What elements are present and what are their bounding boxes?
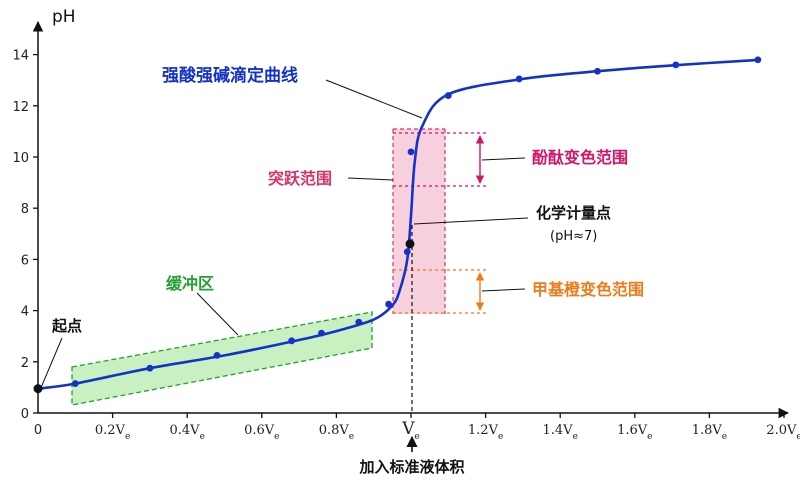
methyl-orange-label: 甲基橙变色范围 — [532, 280, 644, 299]
data-point — [407, 148, 415, 156]
data-point — [71, 380, 79, 387]
curve-title-label: 强酸强碱滴定曲线 — [162, 65, 298, 86]
data-point — [146, 364, 154, 372]
y-tick-label: 6 — [21, 253, 29, 268]
x-tick-label: Ve — [401, 419, 420, 442]
x-tick-label: 0 — [34, 423, 42, 438]
buffer-zone-band — [71, 311, 373, 406]
x-axis-title: 加入标准液体积 — [358, 458, 464, 476]
equivalence-point-leader — [413, 217, 529, 225]
y-tick-label: 10 — [12, 151, 29, 166]
curve-title-leader — [325, 79, 423, 119]
jump-range-leader — [347, 177, 394, 181]
x-tick-label: 2.0Ve — [766, 423, 800, 442]
x-tick-label: 1.2Ve — [468, 423, 503, 442]
x-tick-label: 1.8Ve — [692, 423, 727, 442]
start-point-marker — [33, 384, 43, 394]
y-tick-label: 14 — [12, 49, 29, 64]
x-tick-label: 0.2Ve — [95, 423, 130, 442]
x-tick-label: 0.8Ve — [319, 423, 354, 442]
data-point — [318, 329, 325, 337]
data-point — [754, 56, 762, 64]
buffer-zone-leader — [196, 292, 239, 336]
x-tick-label: 0.4Ve — [170, 423, 205, 442]
data-point — [672, 61, 680, 69]
x-tick-label: 1.6Ve — [617, 423, 652, 442]
phenolphthalein-label: 酚酞变色范围 — [532, 148, 628, 167]
data-point — [444, 92, 452, 99]
equivalence-point-marker — [405, 239, 415, 249]
y-axis-label: pH — [52, 7, 76, 27]
data-point — [403, 248, 411, 256]
equivalence-ph-label: (pH≈7) — [550, 229, 597, 244]
start-point-leader — [39, 337, 63, 391]
equivalence-point-label: 化学计量点 — [536, 204, 611, 222]
buffer-zone-label: 缓冲区 — [165, 274, 214, 293]
data-point — [594, 67, 601, 75]
y-tick-label: 2 — [21, 356, 29, 371]
start-point-label: 起点 — [51, 317, 82, 335]
jump-range-label: 突跃范围 — [268, 169, 332, 188]
data-point — [213, 352, 221, 359]
y-tick-label: 8 — [21, 202, 29, 217]
data-point — [385, 300, 393, 308]
data-point — [288, 337, 296, 345]
titration-curve — [36, 58, 756, 390]
y-tick-label: 12 — [12, 100, 29, 115]
x-tick-label: 1.4Ve — [543, 423, 578, 442]
phenolphthalein-leader — [481, 157, 526, 161]
data-point — [355, 318, 363, 326]
data-point — [515, 75, 523, 83]
y-tick-label: 4 — [21, 305, 29, 320]
x-tick-label: 0.6Ve — [244, 423, 279, 442]
y-tick-label: 0 — [21, 407, 29, 422]
methyl-orange-leader — [481, 288, 526, 292]
